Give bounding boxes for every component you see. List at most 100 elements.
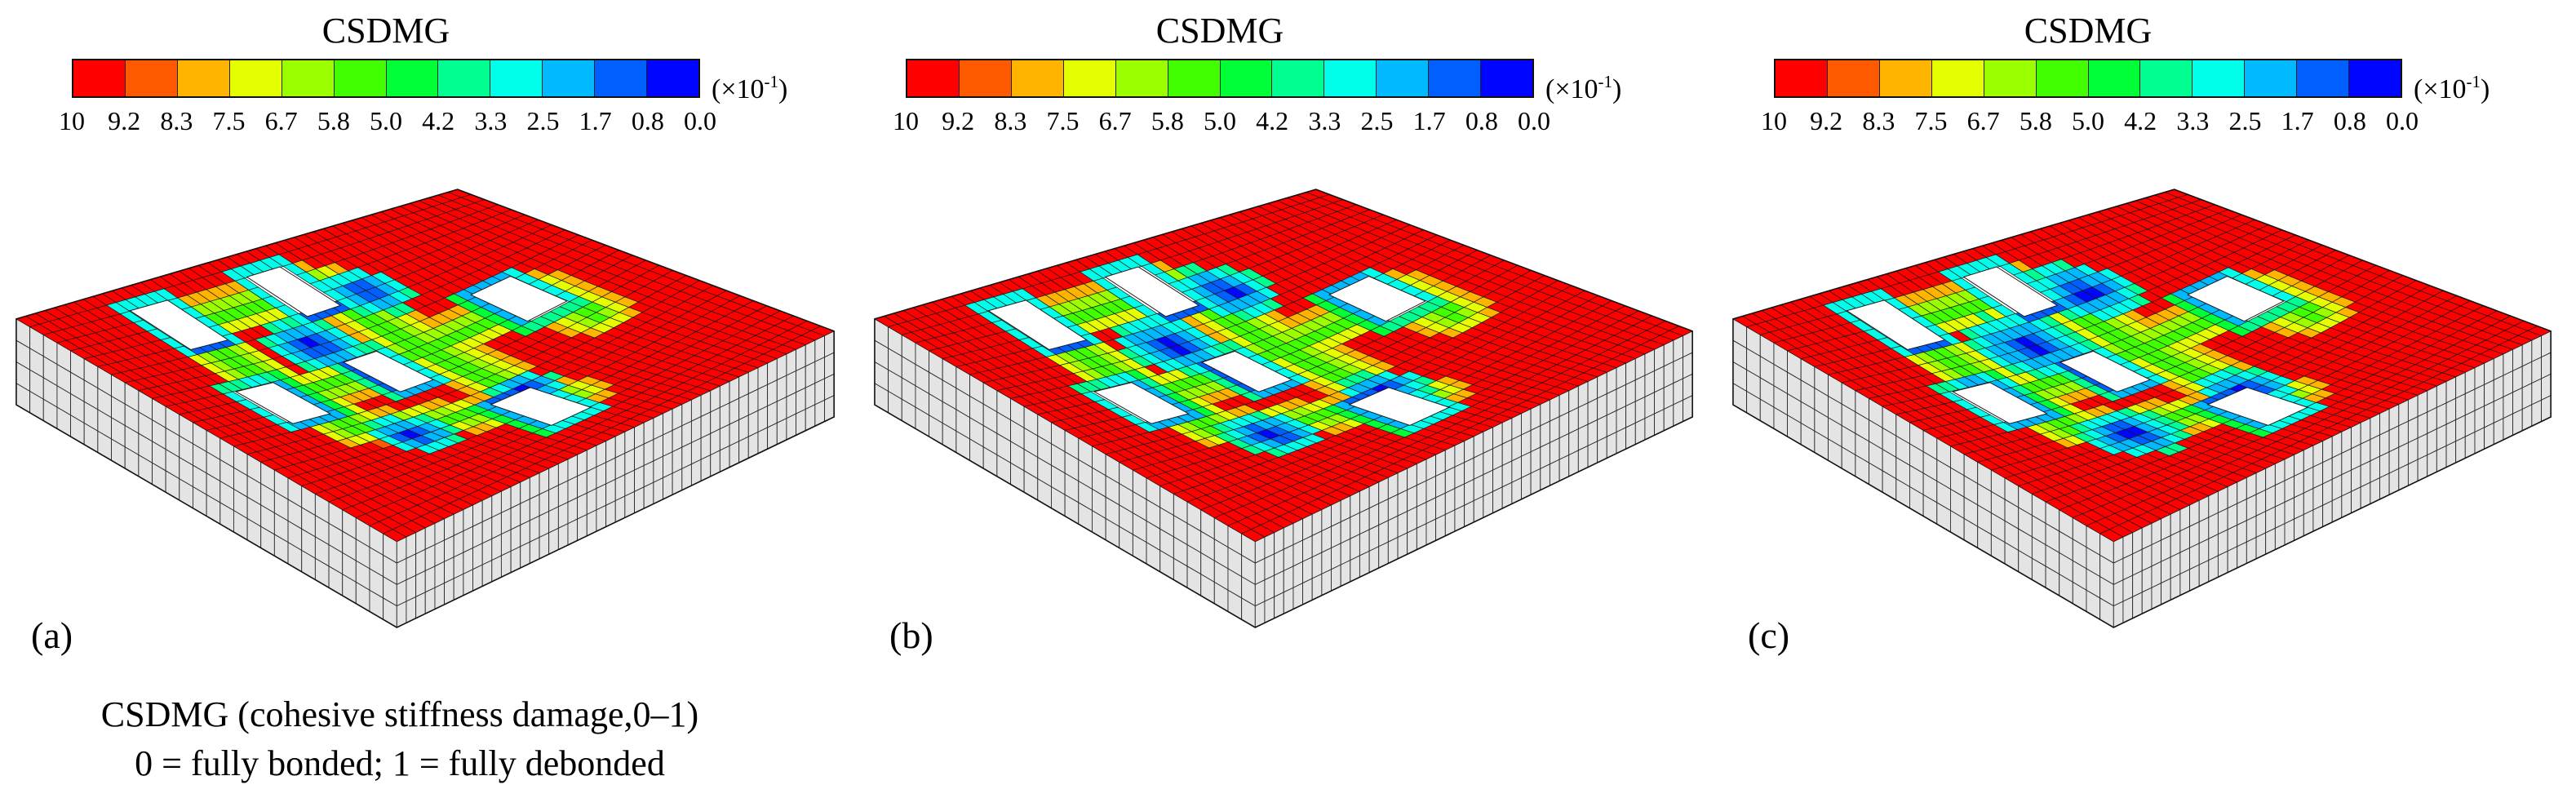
colorbar-unit-close: ) xyxy=(778,74,788,104)
colorbar-tick-label: 10 xyxy=(893,106,919,135)
colorbar-tick-label: 5.8 xyxy=(317,106,350,135)
colorbar-unit-exponent: -1 xyxy=(2466,72,2481,91)
mesh-openings xyxy=(129,266,592,426)
colorbar-cell xyxy=(1115,60,1168,96)
mesh-side-faces xyxy=(1732,318,2552,628)
colorbar-unit-close: ) xyxy=(1612,74,1622,104)
colorbar-cell xyxy=(125,60,178,96)
damage-contour-surface xyxy=(16,188,836,543)
fe-mesh-model xyxy=(874,188,1694,628)
colorbar-tick-label: 5.0 xyxy=(370,106,402,135)
panel-label: (b) xyxy=(889,614,933,656)
colorbar-tick-label: 8.3 xyxy=(994,106,1027,135)
colorbar-cell xyxy=(1220,60,1273,96)
colorbar-tick-label: 9.2 xyxy=(108,106,141,135)
colorbar-cell xyxy=(2192,60,2246,96)
colorbar-tick-label: 10 xyxy=(1761,106,1787,135)
colorbar-cell xyxy=(2036,60,2089,96)
colorbar-tick-label: 10 xyxy=(59,106,85,135)
colorbar-cell xyxy=(647,60,699,96)
colorbar-title: CSDMG xyxy=(321,11,450,51)
colorbar-unit-base: (×10 xyxy=(2414,74,2467,104)
colorbar-ticks: 10 9.2 8.3 7.5 6.7 5.8 5.0 4.2 3.3 2.5 1.7 0.8 0.0 xyxy=(893,104,1550,139)
colorbar-tick-label: 7.5 xyxy=(212,106,246,135)
colorbar-ticks: 10 9.2 8.3 7.5 6.7 5.8 5.0 4.2 3.3 2.5 1.7 0.8 0.0 xyxy=(1761,104,2419,139)
colorbar-tick-label: 7.5 xyxy=(1046,106,1080,135)
fe-mesh-model xyxy=(1732,188,2552,628)
colorbar-tick-label: 0.0 xyxy=(684,106,716,135)
colorbar-cell xyxy=(2245,60,2298,96)
colorbar-tick-label: 1.7 xyxy=(2281,106,2314,135)
colorbar-tick-label: 0.8 xyxy=(1465,106,1498,135)
mesh-openings xyxy=(987,266,1451,426)
colorbar xyxy=(906,59,1534,98)
colorbar-cell xyxy=(1063,60,1116,96)
colorbar-title: CSDMG xyxy=(2024,11,2153,51)
colorbar-cell xyxy=(1324,60,1377,96)
colorbar-cell xyxy=(2088,60,2141,96)
colorbar-cell xyxy=(1984,60,2037,96)
caption-line-2: 0 = fully bonded; 1 = fully debonded xyxy=(135,743,665,783)
colorbar-unit: (×10-1) xyxy=(712,65,787,106)
colorbar-tick-label: 4.2 xyxy=(1256,106,1289,135)
colorbar-cell xyxy=(438,60,491,96)
damage-contour-surface xyxy=(874,188,1694,543)
caption-line-1: CSDMG (cohesive stiffness damage,0–1) xyxy=(100,694,699,734)
colorbar-tick-label: 8.3 xyxy=(1862,106,1895,135)
colorbar-tick-label: 4.2 xyxy=(2124,106,2157,135)
mesh-outline xyxy=(16,188,835,628)
colorbar-tick-label: 9.2 xyxy=(942,106,975,135)
colorbar-tick-label: 5.8 xyxy=(2019,106,2052,135)
mesh-outline xyxy=(1732,188,2552,628)
colorbar-tick-label: 5.0 xyxy=(1204,106,1236,135)
colorbar-tick-label: 6.7 xyxy=(264,106,298,135)
colorbar-cell xyxy=(907,60,960,96)
colorbar-cell xyxy=(490,60,543,96)
colorbar-tick-label: 2.5 xyxy=(1360,106,1394,135)
panel-b: CSDMG (×10-1) 10 9.2 8.3 7.5 6.7 5.8 5.0 4.2 3.3 2.… xyxy=(858,0,1717,807)
colorbar-cell xyxy=(229,60,282,96)
colorbar-tick-label: 6.7 xyxy=(1966,106,2000,135)
colorbar-cell xyxy=(1272,60,1325,96)
colorbar-cell xyxy=(2297,60,2350,96)
colorbar-cell xyxy=(1429,60,1482,96)
colorbar-cell xyxy=(1879,60,1932,96)
colorbar-cell xyxy=(177,60,230,96)
colorbar-unit-base: (×10 xyxy=(712,74,765,104)
colorbar-unit: (×10-1) xyxy=(2414,65,2490,106)
colorbar-cell xyxy=(959,60,1012,96)
mesh-outline xyxy=(874,188,1693,628)
colorbar-cell xyxy=(1011,60,1064,96)
panel-c: CSDMG (×10-1) 10 9.2 8.3 7.5 6.7 5.8 5.0 4.2 3.3 2.… xyxy=(1717,0,2575,807)
colorbar-unit-exponent: -1 xyxy=(1598,72,1613,91)
colorbar-cell xyxy=(334,60,387,96)
colorbar-tick-label: 0.0 xyxy=(1518,106,1550,135)
colorbar-unit: (×10-1) xyxy=(1545,65,1621,106)
colorbar-cell xyxy=(1481,60,1533,96)
colorbar-tick-label: 7.5 xyxy=(1914,106,1948,135)
fe-mesh-model xyxy=(16,188,836,628)
colorbar-tick-label: 5.8 xyxy=(1151,106,1184,135)
colorbar-cell xyxy=(543,60,596,96)
colorbar-unit-base: (×10 xyxy=(1545,74,1598,104)
colorbar-tick-label: 0.8 xyxy=(2333,106,2366,135)
colorbar-cell xyxy=(1168,60,1221,96)
colorbar-cell xyxy=(1377,60,1430,96)
colorbar-tick-label: 3.3 xyxy=(1308,106,1341,135)
panel-a: CSDMG (×10-1) 10 9.2 8.3 7.5 6.7 5.8 5.0 4.2 3.3 2.… xyxy=(0,0,858,807)
colorbar xyxy=(1774,59,2402,98)
colorbar-cell xyxy=(2349,60,2401,96)
colorbar-cell xyxy=(1931,60,1984,96)
colorbar-cell xyxy=(73,60,126,96)
colorbar-cell xyxy=(595,60,648,96)
colorbar-tick-label: 0.0 xyxy=(2386,106,2419,135)
colorbar-tick-label: 9.2 xyxy=(1810,106,1843,135)
colorbar-tick-label: 3.3 xyxy=(2176,106,2210,135)
colorbar-unit-close: ) xyxy=(2481,74,2490,104)
colorbar-cell xyxy=(386,60,439,96)
panel-label: (c) xyxy=(1748,614,1790,656)
colorbar-tick-label: 1.7 xyxy=(1412,106,1446,135)
colorbar-cell xyxy=(1776,60,1828,96)
panel-label: (a) xyxy=(31,614,73,656)
mesh-side-faces xyxy=(874,318,1693,628)
